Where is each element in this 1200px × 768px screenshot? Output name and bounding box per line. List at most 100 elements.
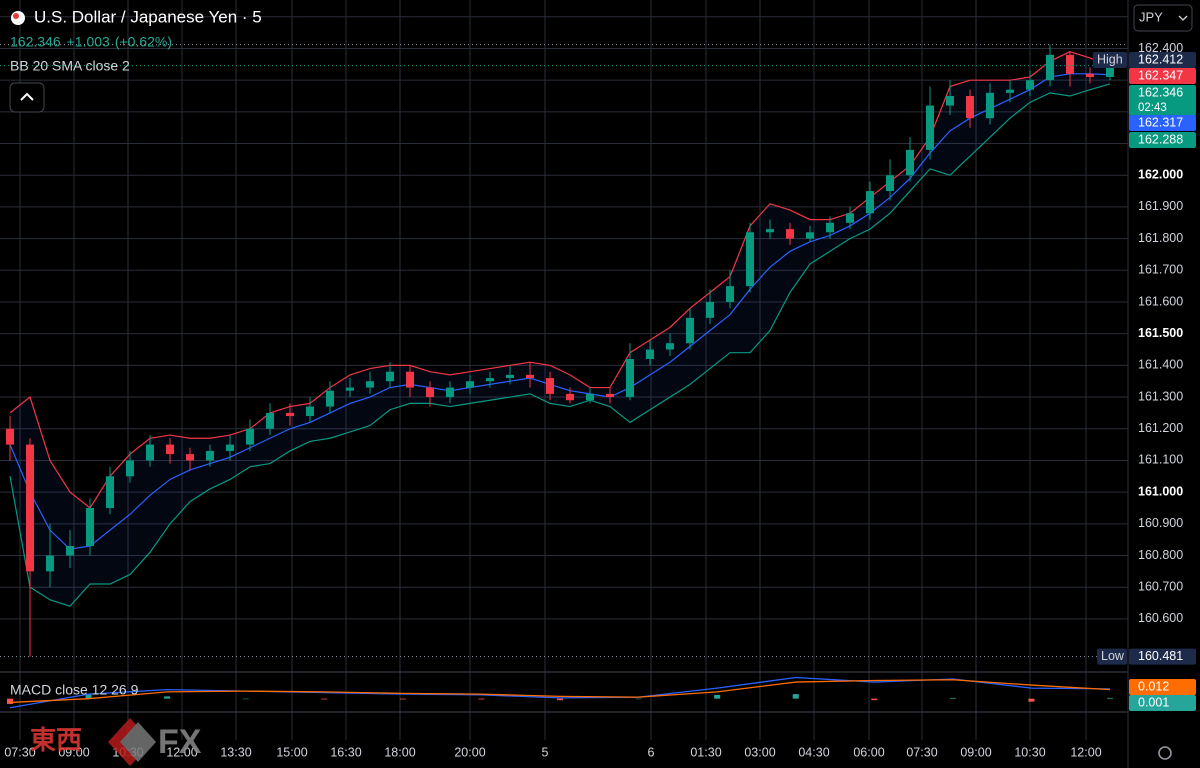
macd-histogram-bar	[792, 694, 799, 699]
macd-legend: MACD close 12 26 9	[10, 682, 139, 698]
candle-body	[266, 412, 274, 429]
candle-body	[766, 229, 774, 233]
x-tick-label: 13:30	[220, 745, 251, 759]
candle-body	[646, 349, 654, 360]
watermark-text: FX	[158, 723, 202, 761]
y-tick-label: 161.500	[1138, 326, 1183, 340]
macd-histogram-bar	[321, 698, 328, 700]
candle-body	[666, 343, 674, 350]
x-tick-label: 12:00	[166, 745, 197, 759]
x-tick-label: 04:30	[798, 745, 829, 759]
watermark-diamond	[120, 722, 156, 762]
band-line	[9, 83, 1111, 607]
lower-band-tag: 162.288	[1138, 132, 1183, 146]
settings-icon[interactable]	[1158, 746, 1172, 760]
candle-body	[166, 444, 174, 455]
macd-histogram-bar	[949, 697, 956, 699]
y-tick-label: 162.400	[1138, 41, 1183, 55]
low-price-tag: 160.481	[1138, 649, 1183, 663]
high-label: High	[1097, 52, 1123, 66]
candle-body	[446, 387, 454, 398]
candle-body	[826, 222, 834, 233]
candle-body	[526, 374, 534, 379]
band-line	[9, 73, 1111, 550]
low-price-tag-bg	[1129, 648, 1196, 665]
axis-labels: 160.600 160.700 160.800 160.900 161.000 161.1…	[4, 9, 1183, 759]
histogram-tag-bg	[1129, 695, 1196, 711]
y-tick-label: 161.200	[1138, 421, 1183, 435]
candle-body	[626, 359, 634, 398]
candle-body	[606, 393, 614, 398]
last-price: 162.346	[10, 34, 61, 50]
macd-histogram-bar	[85, 694, 92, 699]
candle-body	[226, 444, 234, 451]
candle-body	[586, 393, 594, 401]
high-price-tag: 162.412	[1138, 52, 1183, 66]
x-tick-label: 01:30	[690, 745, 721, 759]
last-price-tag: 162.346	[1138, 85, 1183, 99]
macd-histogram-bar	[635, 698, 642, 700]
candle-body	[246, 428, 254, 445]
candle-body	[306, 406, 314, 417]
upper-band-tag-bg	[1129, 68, 1196, 84]
watermark: 東西 FX	[30, 718, 202, 766]
low-label-bg	[1097, 648, 1127, 665]
candle-body	[186, 454, 194, 461]
y-tick-label: 161.600	[1138, 294, 1183, 308]
upper-band-tag: 162.347	[1138, 68, 1183, 82]
candle-body	[466, 381, 474, 388]
price-change-pct: (+0.62%)	[115, 34, 172, 50]
y-tick-label: 160.900	[1138, 516, 1183, 530]
plot	[0, 44, 1128, 658]
candle-body	[946, 96, 954, 106]
y-tick-label: 162.000	[1138, 168, 1183, 182]
candle-body	[726, 286, 734, 302]
candle-body	[206, 450, 214, 461]
candle-body	[986, 92, 994, 119]
candle-body	[706, 301, 714, 318]
last-price-bg	[1129, 85, 1196, 116]
x-tick-label: 06:00	[853, 745, 884, 759]
watermark-text: 東西	[30, 725, 82, 755]
middle-band-tag-bg	[1129, 115, 1196, 131]
chevron-icon	[20, 92, 34, 101]
y-tick-label: 160.800	[1138, 548, 1183, 562]
y-tick-label: 161.000	[1138, 484, 1183, 498]
macd-histogram-bar	[7, 698, 13, 704]
y-tick-label: 161.900	[1138, 199, 1183, 213]
x-tick-label: 6	[648, 745, 655, 759]
candle-body	[546, 378, 554, 394]
candle-body	[746, 232, 754, 287]
macd-histogram-bar	[242, 698, 249, 700]
y-tick-label: 161.300	[1138, 389, 1183, 403]
candle-body	[346, 387, 354, 391]
band-fill	[10, 51, 1110, 607]
candle-body	[786, 229, 794, 239]
low-label: Low	[1101, 649, 1125, 663]
candle-body	[66, 545, 74, 556]
macd-histogram-bar	[1028, 698, 1035, 702]
x-tick-label: 15:00	[276, 745, 307, 759]
x-tick-label: 03:00	[744, 745, 775, 759]
currency-dropdown[interactable]	[1133, 4, 1193, 32]
candle-body	[46, 555, 54, 572]
x-tick-label: 09:00	[58, 745, 89, 759]
macd-histogram-bar	[399, 698, 406, 700]
candle-body	[966, 96, 974, 119]
high-label-bg	[1093, 52, 1127, 68]
x-tick-label: 09:00	[960, 745, 991, 759]
candle-body	[566, 393, 574, 401]
y-tick-label: 161.400	[1138, 358, 1183, 372]
dropdown-arrow	[1178, 15, 1188, 21]
collapse-button[interactable]	[9, 82, 45, 113]
candle-body	[506, 374, 514, 379]
candle-body	[86, 507, 94, 546]
macd-histogram-bar	[164, 696, 171, 699]
candle-body	[1106, 65, 1114, 78]
candle-body	[886, 175, 894, 192]
x-tick-label: 07:30	[906, 745, 937, 759]
candle-body	[806, 232, 814, 239]
candle-body	[1086, 73, 1094, 78]
